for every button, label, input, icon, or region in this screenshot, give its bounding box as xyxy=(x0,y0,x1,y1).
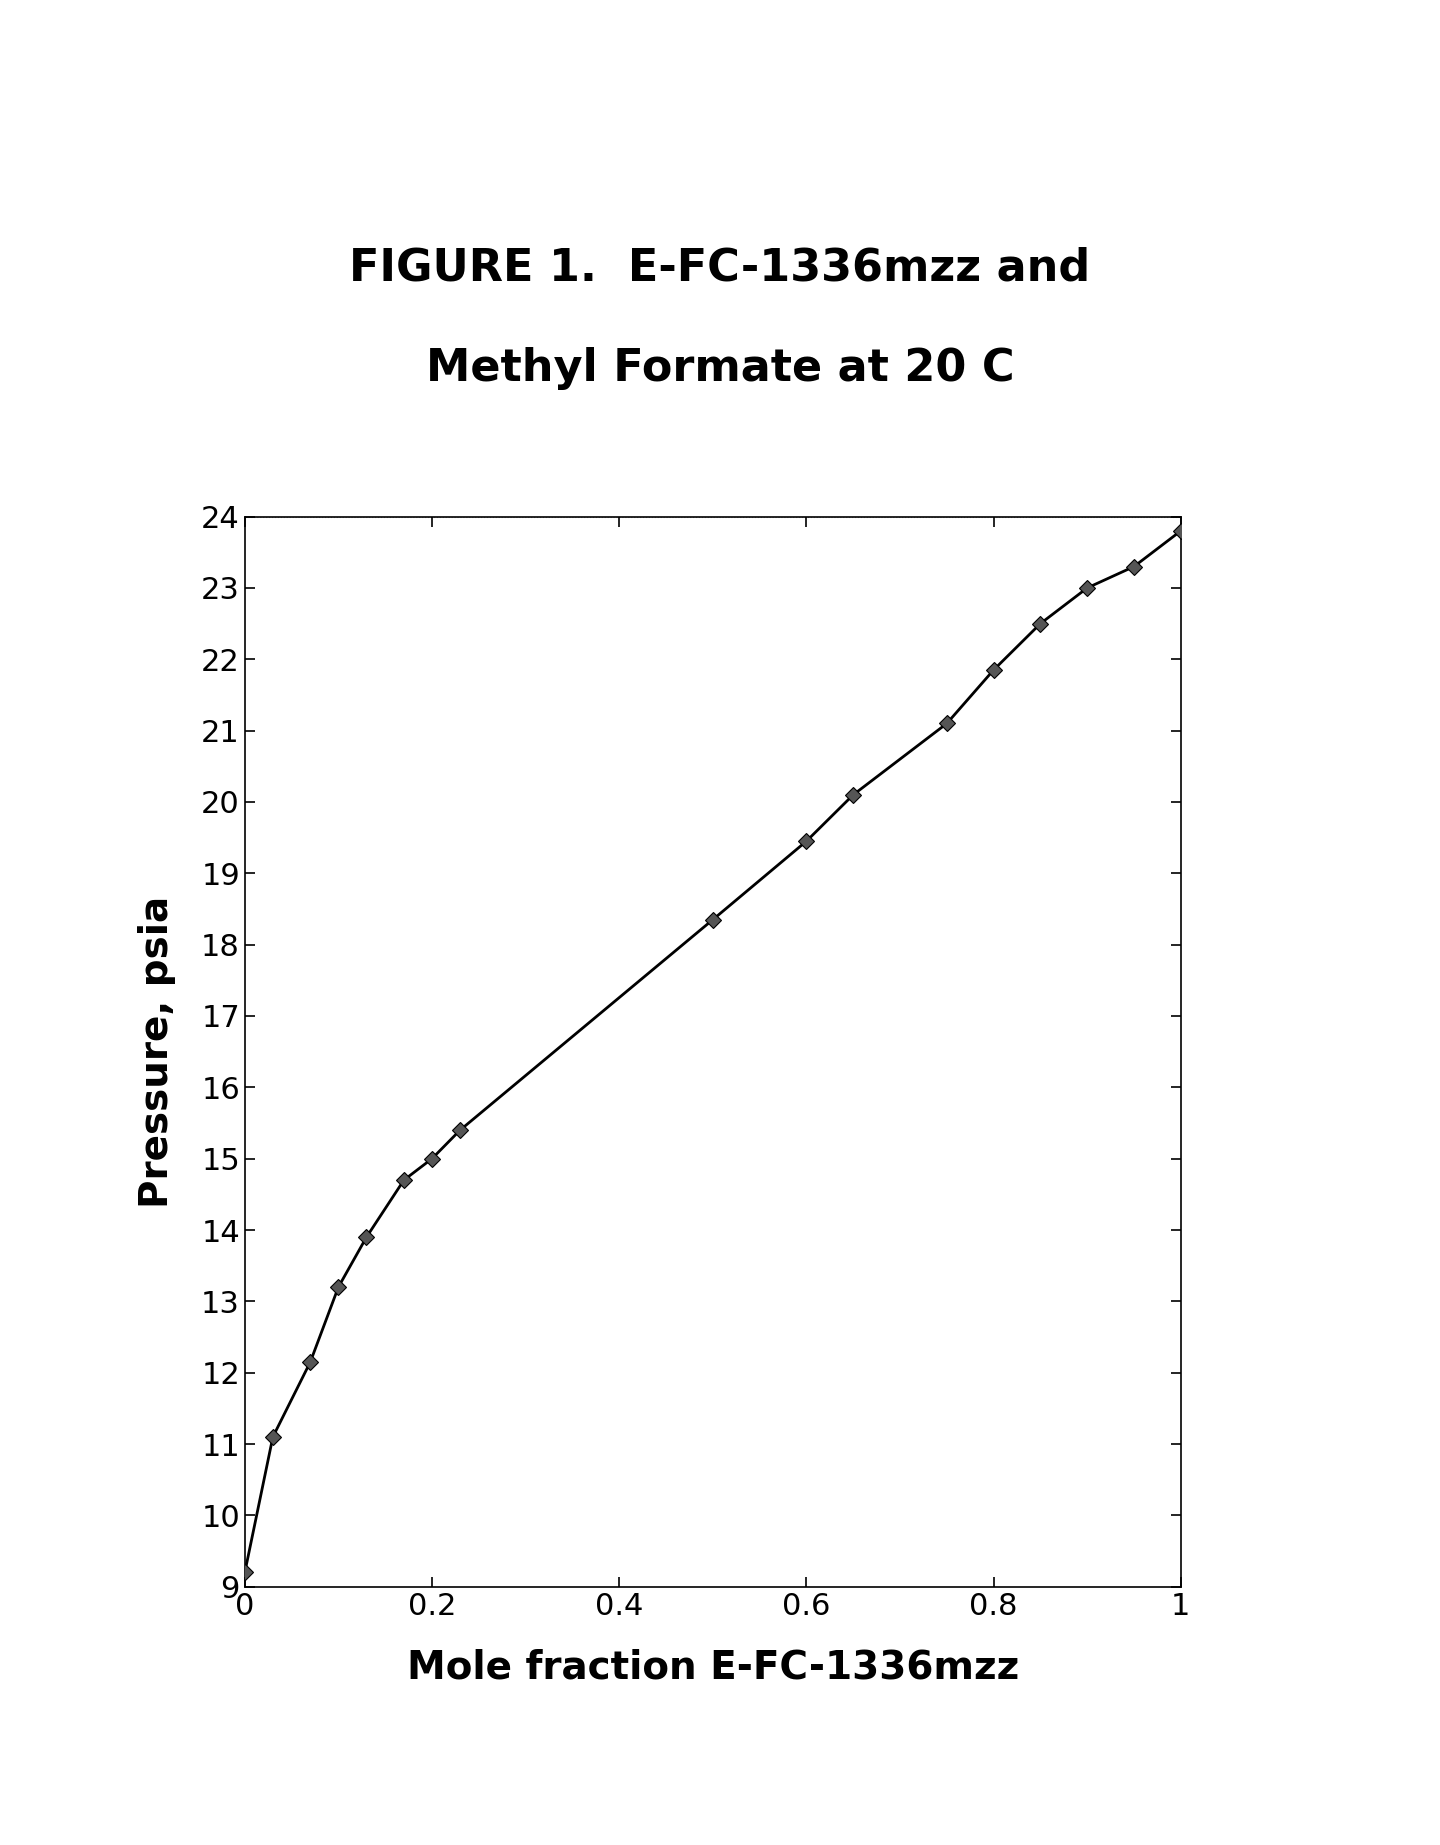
Text: Methyl Formate at 20 C: Methyl Formate at 20 C xyxy=(426,347,1014,391)
X-axis label: Mole fraction E-FC-1336mzz: Mole fraction E-FC-1336mzz xyxy=(406,1648,1020,1686)
Y-axis label: Pressure, psia: Pressure, psia xyxy=(138,895,176,1208)
Text: FIGURE 1.  E-FC-1336mzz and: FIGURE 1. E-FC-1336mzz and xyxy=(350,245,1090,290)
